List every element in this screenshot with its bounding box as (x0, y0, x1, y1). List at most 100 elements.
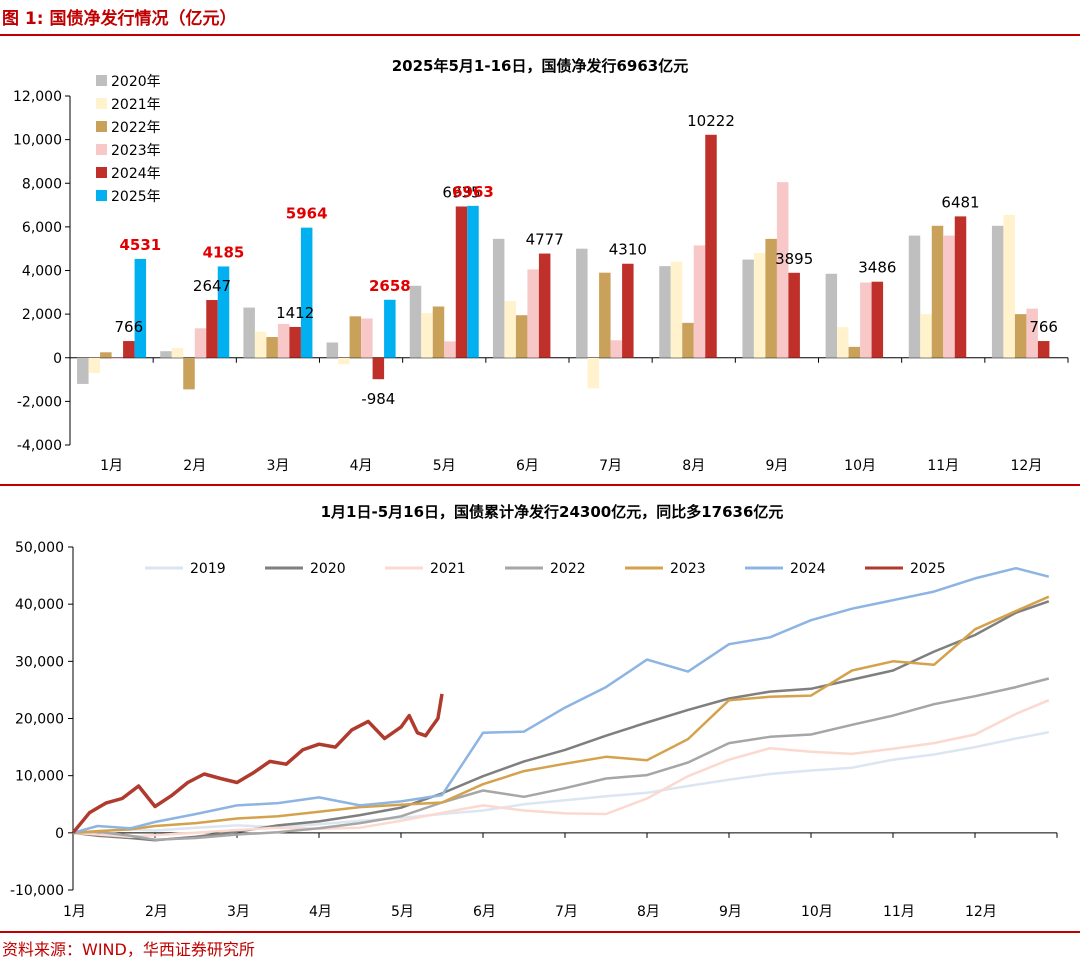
bar-y-tick-label: 12,000 (13, 89, 62, 105)
line-legend-label: 2019 (190, 561, 226, 577)
bar-2024年 (372, 357, 385, 380)
bar-x-tick-label: 9月 (765, 458, 788, 474)
line-y-tick-label: 30,000 (15, 654, 64, 670)
bar-legend-swatch (96, 190, 107, 201)
bar-2024年 (206, 300, 218, 358)
bar-y-tick-label: -2,000 (17, 394, 62, 410)
bar-2024年 (455, 206, 468, 358)
bar-x-tick-label: 11月 (927, 458, 959, 474)
bar-2023年 (444, 341, 456, 358)
bar-data-label: 766 (1029, 318, 1058, 336)
bar-2024年 (123, 341, 135, 358)
bar-2021年 (88, 357, 101, 374)
bar-2025年 (217, 266, 230, 358)
line-y-tick-label: 40,000 (15, 597, 64, 613)
line-legend-label: 2023 (670, 561, 706, 577)
bar-legend-label: 2025年 (111, 189, 161, 205)
bar-2023年 (943, 235, 955, 358)
bar-2022年 (765, 238, 777, 358)
line-x-tick-label: 1月 (63, 904, 86, 920)
bar-2023年 (361, 318, 373, 358)
line-y-tick-label: 20,000 (15, 712, 64, 728)
bar-data-label: -984 (361, 390, 395, 408)
bar-legend-swatch (96, 167, 107, 178)
bar-data-label: 6963 (452, 183, 494, 201)
bar-2022年 (266, 337, 278, 358)
bar-data-label: 3895 (775, 250, 813, 268)
bar-data-label: 2658 (369, 277, 411, 295)
bar-x-tick-label: 3月 (266, 458, 289, 474)
line-x-tick-label: 8月 (637, 904, 660, 920)
bar-x-tick-label: 6月 (516, 458, 539, 474)
bar-chart-title: 2025年5月1-16日，国债净发行6963亿元 (392, 57, 688, 75)
line-y-tick-label: -10,000 (10, 883, 64, 899)
bar-2020年 (409, 285, 422, 358)
line-x-tick-label: 7月 (555, 904, 578, 920)
bar-data-label: 6935 (442, 183, 480, 201)
bar-data-label: 10222 (687, 112, 735, 130)
bar-legend-label: 2022年 (111, 120, 161, 136)
bar-data-label: 3486 (858, 259, 896, 277)
bar-2024年 (705, 134, 717, 358)
bar-data-label: 766 (115, 318, 144, 336)
bar-y-tick-label: 4,000 (22, 264, 62, 280)
line-series-2025 (71, 693, 444, 834)
line-chart-title: 1月1日-5月16日，国债累计净发行24300亿元，同比多17636亿元 (321, 503, 784, 521)
bar-2020年 (492, 238, 505, 358)
bar-data-label: 1412 (276, 304, 314, 322)
bar-2023年 (776, 182, 789, 358)
bar-2021年 (421, 313, 433, 358)
bar-2022年 (682, 322, 694, 358)
line-x-tick-label: 5月 (391, 904, 414, 920)
bar-2020年 (243, 307, 255, 358)
source-note: 资料来源：WIND，华西证券研究所 (2, 940, 255, 959)
bar-2022年 (432, 306, 445, 358)
bar-data-label: 4310 (609, 241, 647, 259)
bar-2020年 (908, 235, 921, 358)
bar-2020年 (576, 248, 588, 358)
bar-2020年 (742, 259, 754, 358)
bar-y-tick-label: 10,000 (13, 133, 62, 149)
line-y-tick-label: 10,000 (15, 769, 64, 785)
bar-data-label: 4531 (119, 236, 161, 254)
line-series-2020 (72, 600, 1050, 842)
bar-y-tick-label: 8,000 (22, 176, 62, 192)
bar-2021年 (338, 357, 350, 365)
bar-legend-label: 2024年 (111, 166, 161, 182)
bar-2020年 (160, 351, 172, 358)
line-x-tick-label: 9月 (719, 904, 742, 920)
bar-2023年 (860, 282, 872, 358)
line-chart: 1月1日-5月16日，国债累计净发行24300亿元，同比多17636亿元 -10,… (10, 503, 1058, 920)
line-x-tick-label: 4月 (309, 904, 332, 920)
bar-2020年 (326, 342, 339, 358)
bar-y-tick-label: -4,000 (17, 438, 62, 454)
bar-2021年 (1003, 214, 1015, 358)
bar-2023年 (277, 323, 290, 358)
bar-y-tick-label: 6,000 (22, 220, 62, 236)
line-x-tick-label: 11月 (883, 904, 915, 920)
bar-2022年 (100, 352, 112, 358)
bar-2023年 (693, 245, 706, 358)
bar-data-label: 4777 (526, 231, 564, 249)
bar-legend-swatch (96, 75, 107, 86)
line-legend-label: 2021 (430, 561, 466, 577)
line-series-2024 (72, 566, 1050, 835)
line-legend-label: 2022 (550, 561, 586, 577)
bar-2022年 (183, 357, 195, 390)
bar-x-tick-label: 8月 (682, 458, 705, 474)
bar-2021年 (920, 314, 932, 358)
bar-2023年 (527, 269, 539, 358)
bar-legend-label: 2021年 (111, 97, 161, 113)
bar-x-tick-label: 12月 (1011, 458, 1043, 474)
bar-x-tick-label: 7月 (599, 458, 622, 474)
bar-2025年 (134, 258, 147, 358)
top-rule (0, 34, 1080, 36)
bar-2021年 (670, 261, 683, 358)
line-legend-label: 2024 (790, 561, 826, 577)
bar-2025年 (384, 299, 396, 358)
line-series-2023 (72, 595, 1050, 835)
bar-2022年 (848, 346, 861, 358)
bar-data-label: 6481 (941, 193, 979, 211)
bar-2020年 (77, 357, 89, 384)
bottom-rule (0, 931, 1080, 933)
